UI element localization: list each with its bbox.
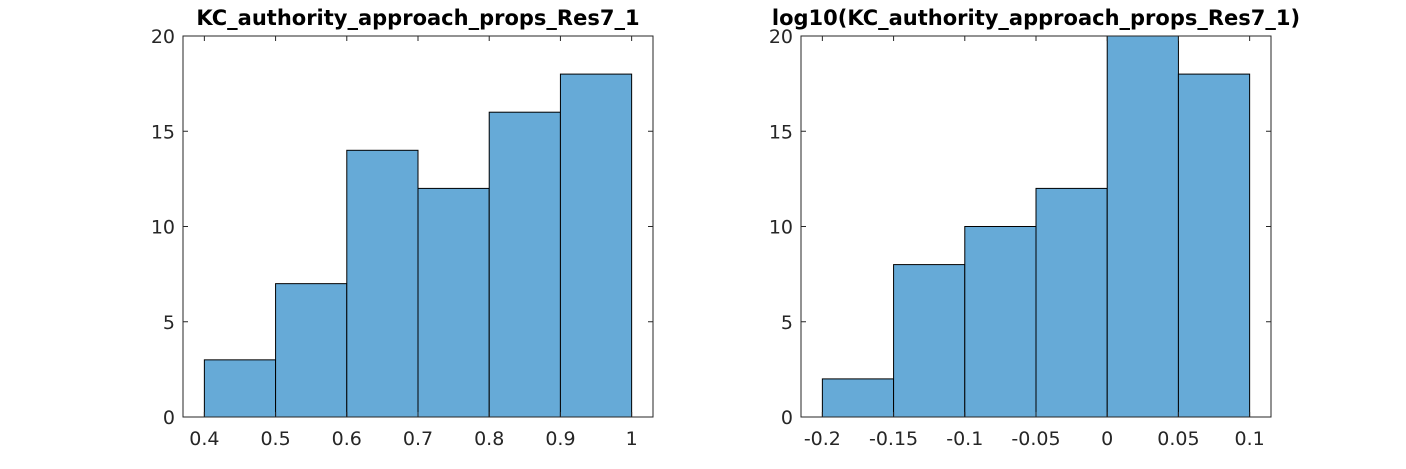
histogram-bar-right-4 <box>1035 187 1108 418</box>
x-tick-label-left: 1 <box>626 428 638 450</box>
y-tick-label-right: 15 <box>769 121 793 143</box>
x-tick-label-left: 0.4 <box>189 428 219 450</box>
y-tick-label-left: 5 <box>163 312 175 334</box>
x-tick-label-left: 0.9 <box>545 428 575 450</box>
x-tick-label-right: -0.2 <box>804 428 841 450</box>
x-tick-label-right: -0.1 <box>946 428 983 450</box>
bars-left <box>203 73 633 418</box>
histogram-bar-right-6 <box>1177 73 1251 418</box>
y-ticks-left: 0 5 10 15 20 <box>151 26 653 429</box>
histogram-bar-left-1 <box>203 359 277 418</box>
histogram-bar-left-4 <box>417 187 490 418</box>
histogram-bar-right-1 <box>821 378 895 418</box>
y-tick-label-right: 0 <box>781 407 793 429</box>
histogram-bar-left-3 <box>346 149 419 418</box>
x-tick-label-right: 0.1 <box>1235 428 1265 450</box>
plot-frame-left <box>182 35 654 418</box>
histogram-panel-left: KC_authority_approach_props_Res7_1 0.4 0.… <box>151 6 654 450</box>
histogram-panel-right: log10(KC_authority_approach_props_Res7_1… <box>769 6 1300 450</box>
histogram-bar-left-6 <box>559 73 633 418</box>
y-tick-label-left: 0 <box>163 407 175 429</box>
y-tick-label-left: 20 <box>151 26 175 48</box>
y-tick-label-right: 5 <box>781 312 793 334</box>
chart-title-left: KC_authority_approach_props_Res7_1 <box>196 6 639 30</box>
plot-frame-right <box>800 35 1272 418</box>
x-tick-label-right: -0.05 <box>1011 428 1060 450</box>
y-tick-label-right: 20 <box>769 26 793 48</box>
x-tick-label-left: 0.6 <box>332 428 362 450</box>
x-tick-label-left: 0.7 <box>403 428 433 450</box>
histogram-bar-right-3 <box>964 226 1037 418</box>
y-tick-label-left: 15 <box>151 121 175 143</box>
x-tick-label-right: -0.15 <box>869 428 918 450</box>
chart-title-right: log10(KC_authority_approach_props_Res7_1… <box>772 6 1300 30</box>
y-tick-label-right: 10 <box>769 217 793 239</box>
x-tick-label-left: 0.5 <box>260 428 290 450</box>
x-tick-label-right: 0 <box>1101 428 1113 450</box>
histogram-bar-left-2 <box>275 283 348 418</box>
histogram-bar-right-2 <box>893 264 966 418</box>
bars-right <box>821 35 1251 418</box>
x-ticks-left: 0.4 0.5 0.6 0.7 0.8 0.9 1 <box>189 36 638 450</box>
histogram-bar-left-5 <box>488 111 561 418</box>
histogram-bar-right-5 <box>1106 35 1179 418</box>
y-tick-label-left: 10 <box>151 217 175 239</box>
x-ticks-right: -0.2 -0.15 -0.1 -0.05 0 0.05 0.1 <box>804 36 1265 450</box>
y-ticks-right: 0 5 10 15 20 <box>769 26 1271 429</box>
x-tick-label-left: 0.8 <box>474 428 504 450</box>
x-tick-label-right: 0.05 <box>1157 428 1199 450</box>
